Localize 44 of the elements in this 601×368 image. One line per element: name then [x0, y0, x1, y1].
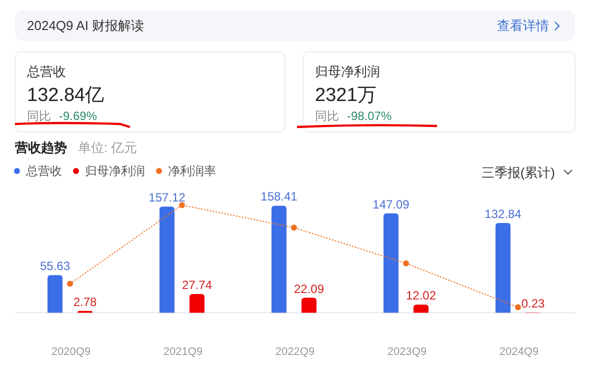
text: 2321万: [315, 85, 376, 106]
data-label: 22.09: [294, 282, 324, 296]
text: -9.69%: [59, 109, 98, 123]
bar: [302, 298, 316, 313]
x-tick-label: 2021Q9: [163, 346, 203, 358]
bar: [160, 206, 174, 313]
text: 三季报(累计): [481, 165, 555, 180]
point: [67, 280, 73, 287]
legend-label: 净利润率: [168, 164, 216, 178]
data-label: 12.02: [406, 288, 436, 303]
bar: [384, 213, 398, 313]
text: 归母净利润: [315, 64, 380, 79]
bar: [496, 222, 510, 313]
x-tick-label: 2022Q9: [275, 346, 315, 358]
bar: [414, 304, 428, 313]
data-label: 158.41: [260, 190, 298, 204]
point: [179, 202, 185, 208]
chart-title: 营收趋势: [14, 140, 67, 155]
bar: [190, 294, 204, 313]
point: [515, 304, 521, 310]
text: 总营收: [26, 64, 66, 79]
text: 2024Q9 AI 财报解读: [27, 18, 144, 33]
legend-label: 归母净利润: [85, 164, 145, 178]
data-label: 55.63: [40, 259, 70, 274]
text: 同比: [27, 109, 51, 123]
point: [403, 260, 409, 266]
text: 同比: [315, 109, 339, 123]
x-tick-label: 2024Q9: [499, 346, 539, 358]
data-label: 27.74: [182, 278, 212, 292]
legend-label: 总营收: [25, 164, 62, 178]
text: -98.07%: [347, 109, 392, 123]
bar: [272, 206, 286, 313]
text: 132.84亿: [27, 85, 104, 106]
chart-subtitle: 单位: 亿元: [78, 140, 138, 155]
bar: [48, 275, 62, 313]
data-label: 2.78: [73, 294, 97, 309]
point: [291, 224, 297, 231]
x-tick-label: 2023Q9: [387, 346, 427, 358]
data-label: 132.84: [484, 206, 522, 221]
text: 查看详情: [497, 18, 549, 33]
data-label: 157.12: [148, 190, 186, 205]
data-label: 147.09: [372, 197, 410, 212]
data-label: 0.23: [521, 296, 545, 311]
x-tick-label: 2020Q9: [51, 346, 91, 358]
